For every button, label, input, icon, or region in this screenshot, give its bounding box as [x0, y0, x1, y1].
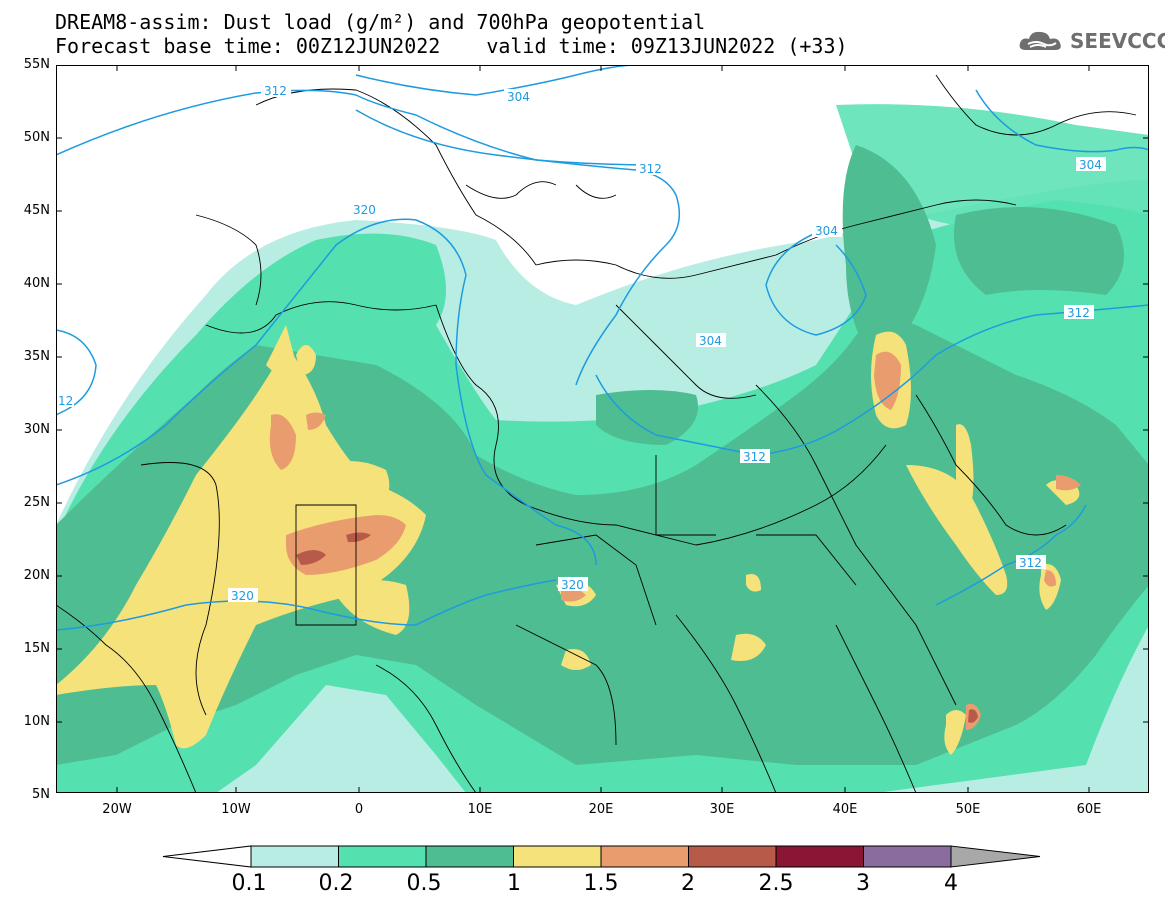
colorbar-over-triangle — [950, 845, 1041, 868]
lon-label-40e: 40E — [832, 802, 858, 817]
contour-304-east — [765, 232, 867, 336]
colorbar-segment-3 — [513, 845, 602, 868]
colorbar-label-1.5: 1.5 — [583, 871, 619, 896]
lat-label-55n: 55N — [23, 57, 50, 72]
contour-label-320c: 320 — [231, 589, 254, 603]
map-subtitle: Forecast base time: 00Z12JUN2022 valid ti… — [55, 36, 848, 56]
map-border — [56, 65, 1149, 793]
lat-label-45n: 45N — [23, 203, 50, 218]
colorbar-label-1: 1 — [507, 871, 521, 896]
lat-label-25n: 25N — [23, 495, 50, 510]
contour-label-312b: 312 — [639, 162, 662, 176]
colorbar-segment-2 — [425, 845, 514, 868]
lat-label-40n: 40N — [23, 276, 50, 291]
colorbar-label-3: 3 — [856, 871, 870, 896]
contour-312-east — [595, 304, 1149, 456]
colorbar-segment-1 — [338, 845, 427, 868]
colorbar-segment-7 — [863, 845, 952, 868]
contour-label-320a: 320 — [353, 203, 376, 217]
dust-load-map: 312 304 312 304 320 304 304 312 12 312 3… — [56, 65, 1149, 793]
colorbar-segment-6 — [775, 845, 864, 868]
seevccc-logo: SEEVCCC — [1018, 28, 1165, 54]
dust-level-2 — [296, 532, 978, 723]
contour-label-304a: 304 — [507, 90, 530, 104]
contour-label-320b: 320 — [561, 578, 584, 592]
lat-label-20n: 20N — [23, 568, 50, 583]
contour-320-south — [56, 579, 557, 631]
contour-label-312d: 312 — [743, 450, 766, 464]
contour-label-304d: 304 — [699, 334, 722, 348]
contour-label-312a: 312 — [264, 84, 287, 98]
colorbar-segment-0 — [250, 845, 339, 868]
lon-label-50e: 50E — [955, 802, 981, 817]
map-title: DREAM8-assim: Dust load (g/m²) and 700hP… — [55, 10, 706, 34]
lat-label-35n: 35N — [23, 349, 50, 364]
geopotential-contours — [56, 65, 1149, 631]
dust-level-1 — [56, 325, 1080, 755]
colorbar-segment-4 — [600, 845, 689, 868]
contour-label-304c: 304 — [815, 224, 838, 238]
contour-12-left — [56, 329, 97, 416]
lat-label-30n: 30N — [23, 422, 50, 437]
lon-label-10w: 10W — [221, 802, 251, 817]
colorbar-segment-5 — [688, 845, 777, 868]
colorbar — [162, 845, 1041, 868]
contour-304-north — [355, 65, 637, 96]
contour-312-se — [935, 504, 1087, 606]
colorbar-label-0.1: 0.1 — [231, 871, 267, 896]
lat-label-15n: 15N — [23, 641, 50, 656]
lon-label-30e: 30E — [709, 802, 735, 817]
colorbar-under-triangle — [162, 845, 252, 868]
lon-label-0: 0 — [354, 802, 364, 817]
colorbar-label-2: 2 — [681, 871, 695, 896]
forecast-base-time: Forecast base time: 00Z12JUN2022 — [55, 34, 441, 58]
contour-label-304b: 304 — [1079, 158, 1102, 172]
logo-text: SEEVCCC — [1070, 29, 1165, 53]
contour-label-12: 12 — [58, 394, 73, 408]
contour-label-312e: 312 — [1019, 556, 1042, 570]
colorbar-label-2.5: 2.5 — [758, 871, 794, 896]
lat-label-50n: 50N — [23, 130, 50, 145]
contour-labels: 312 304 312 304 320 304 304 312 12 312 3… — [56, 83, 1106, 603]
colorbar-label-0.5: 0.5 — [406, 871, 442, 896]
contour-304-ne — [975, 89, 1149, 153]
contour-label-312c: 312 — [1067, 306, 1090, 320]
cloud-icon — [1019, 31, 1061, 50]
lat-label-5n: 5N — [32, 787, 50, 802]
lon-label-10e: 10E — [467, 802, 493, 817]
contour-320-west — [56, 218, 597, 566]
lon-label-20e: 20E — [588, 802, 614, 817]
colorbar-label-4: 4 — [944, 871, 958, 896]
contour-312-mid — [355, 109, 681, 386]
valid-time: valid time: 09Z13JUN2022 (+33) — [486, 34, 848, 58]
lon-label-60e: 60E — [1076, 802, 1102, 817]
lat-label-10n: 10N — [23, 714, 50, 729]
colorbar-label-0.2: 0.2 — [318, 871, 354, 896]
lon-label-20w: 20W — [102, 802, 132, 817]
